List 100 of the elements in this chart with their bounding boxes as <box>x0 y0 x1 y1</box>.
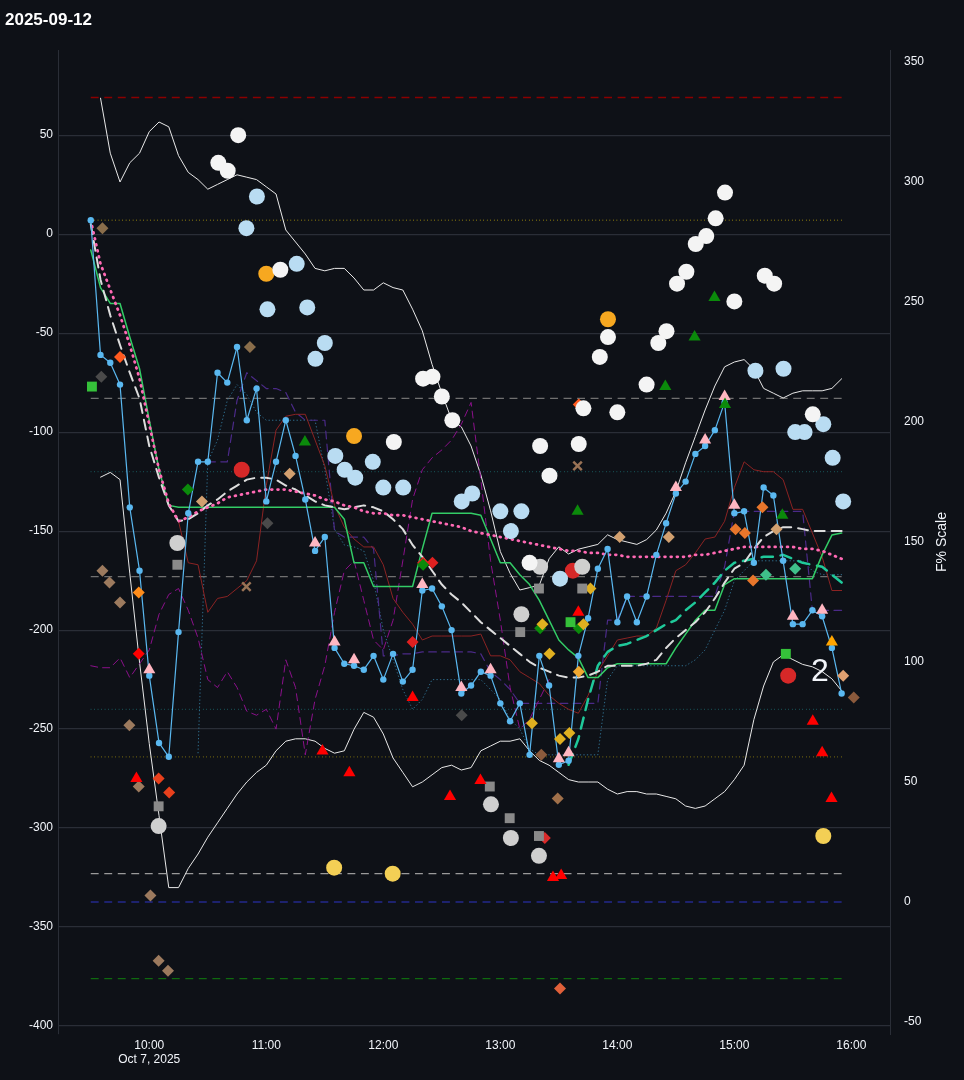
y2-tick-label: 50 <box>904 774 918 789</box>
point <box>707 210 724 227</box>
point <box>492 503 509 520</box>
point <box>316 743 329 755</box>
y2-tick-label: 300 <box>904 174 925 189</box>
point <box>572 460 584 472</box>
point <box>718 397 732 408</box>
point <box>248 188 265 205</box>
point <box>552 570 569 587</box>
y-tick-label: -300 <box>28 820 54 835</box>
point <box>96 564 109 577</box>
point <box>565 617 576 628</box>
y-tick-label: -250 <box>28 721 54 736</box>
y2-tick-label: 0 <box>904 894 911 909</box>
point <box>530 847 547 864</box>
point <box>327 447 344 464</box>
point <box>343 765 356 777</box>
point <box>288 255 305 272</box>
point <box>835 493 852 510</box>
point <box>424 368 441 385</box>
point <box>571 504 584 515</box>
point <box>502 829 519 846</box>
point <box>532 437 549 454</box>
point <box>698 228 715 245</box>
point <box>123 719 136 732</box>
point <box>172 559 183 570</box>
y2-tick-label: 350 <box>904 54 925 69</box>
point <box>789 562 802 575</box>
point <box>513 606 530 623</box>
point <box>747 362 764 379</box>
point <box>599 311 616 328</box>
point <box>575 400 592 417</box>
point <box>406 690 419 701</box>
point <box>86 381 97 392</box>
point <box>484 662 497 674</box>
point <box>515 627 526 638</box>
point <box>474 773 487 785</box>
point <box>708 290 721 301</box>
point <box>346 428 363 445</box>
point <box>132 586 145 599</box>
point <box>847 691 860 704</box>
x-tick-label: 12:00 <box>368 1037 399 1052</box>
point <box>609 404 626 421</box>
point <box>162 964 174 977</box>
point <box>326 859 343 876</box>
point <box>759 568 772 581</box>
point <box>433 388 450 405</box>
point <box>729 523 742 536</box>
point <box>756 501 769 514</box>
point <box>144 889 157 902</box>
point <box>770 523 783 536</box>
y-tick-label: 0 <box>46 226 54 241</box>
point <box>103 576 116 589</box>
y2-tick-label: 200 <box>904 414 925 429</box>
line-series <box>90 401 550 756</box>
point <box>687 236 704 253</box>
point <box>551 792 564 805</box>
point <box>283 467 296 480</box>
point <box>552 751 565 763</box>
y-tick-label: -100 <box>28 424 54 439</box>
point <box>638 376 655 393</box>
point <box>554 733 567 745</box>
point <box>541 467 558 484</box>
y-tick-label: -350 <box>28 919 54 934</box>
point <box>717 184 733 201</box>
point <box>298 435 311 446</box>
y2-tick-label: 250 <box>904 294 925 309</box>
point <box>570 436 587 452</box>
point <box>613 531 626 544</box>
point <box>152 954 165 967</box>
point <box>502 523 519 540</box>
point <box>384 865 401 882</box>
point <box>385 434 402 451</box>
point <box>806 714 819 725</box>
point <box>780 648 791 659</box>
y2-tick-label: -50 <box>904 1014 922 1029</box>
point <box>513 503 530 520</box>
point <box>258 265 275 282</box>
x-tick-label: 10:00 Oct 7, 2025 <box>118 1037 181 1066</box>
y-tick-label: -200 <box>28 622 54 637</box>
x-tick-label: 13:00 <box>485 1037 516 1052</box>
point <box>699 433 712 444</box>
point <box>219 162 236 179</box>
y-tick-label: -50 <box>35 325 54 340</box>
x-tick-label: 16:00 <box>836 1037 867 1052</box>
point <box>426 556 439 569</box>
point <box>375 479 392 496</box>
point <box>443 789 457 800</box>
point <box>599 329 616 346</box>
point <box>591 348 608 365</box>
point <box>678 263 695 280</box>
point <box>562 745 575 757</box>
point <box>259 301 276 318</box>
point <box>272 261 289 278</box>
point <box>738 527 751 540</box>
point <box>504 813 515 824</box>
point <box>169 534 186 551</box>
point <box>195 495 208 508</box>
point <box>444 412 461 429</box>
point <box>688 330 701 341</box>
